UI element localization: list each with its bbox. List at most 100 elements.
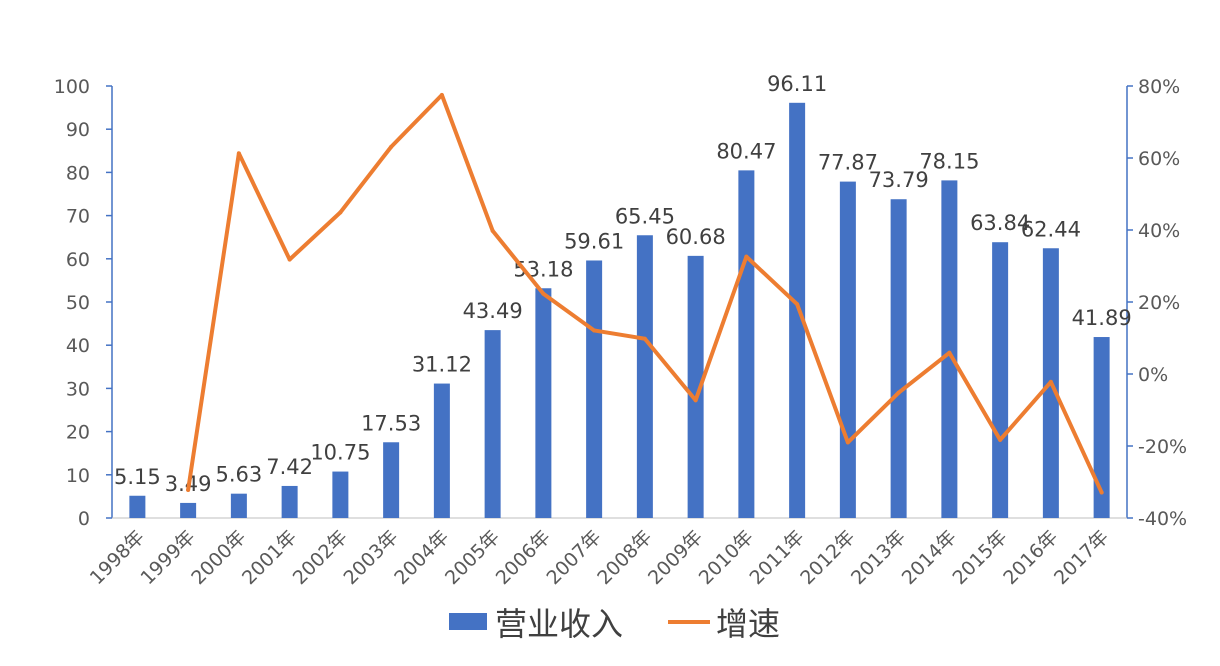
category-label: 2005年 (441, 526, 504, 589)
category-label: 2002年 (289, 526, 352, 589)
revenue-bar (383, 442, 400, 518)
revenue-value-label: 63.84 (970, 211, 1030, 235)
legend-label-revenue: 营业收入 (495, 605, 623, 643)
revenue-value-label: 65.45 (615, 204, 675, 228)
right-tick-label: 20% (1138, 292, 1180, 314)
growth-line-layer (186, 93, 1104, 495)
revenue-bar (839, 181, 856, 518)
category-label: 2008年 (593, 526, 656, 589)
right-axis-ticks: -40% -20% 0% 20% 40% 60% 80% (1127, 76, 1187, 530)
revenue-value-label: 73.79 (869, 168, 929, 192)
revenue-value-label: 77.87 (818, 151, 878, 175)
left-tick-label: 30 (66, 378, 90, 400)
revenue-bar (738, 170, 755, 518)
growth-point (744, 254, 749, 259)
revenue-bar (535, 288, 552, 518)
revenue-value-label: 7.42 (266, 455, 313, 479)
growth-point (236, 151, 241, 156)
category-label: 2010年 (695, 526, 758, 589)
revenue-value-label: 10.75 (310, 441, 370, 465)
revenue-value-label: 78.15 (919, 149, 979, 173)
revenue-value-label: 60.68 (666, 225, 726, 249)
left-tick-label: 90 (66, 119, 90, 141)
legend-label-growth: 增速 (716, 605, 780, 643)
revenue-bar (992, 242, 1009, 519)
left-tick-label: 0 (78, 508, 90, 530)
category-label: 2006年 (492, 526, 555, 589)
revenue-value-label: 43.49 (463, 299, 523, 323)
revenue-bar (941, 180, 958, 518)
revenue-value-label: 5.63 (215, 463, 262, 487)
right-tick-label: -20% (1138, 436, 1187, 458)
growth-point (439, 93, 444, 97)
category-label: 2015年 (948, 526, 1011, 589)
revenue-bar (129, 495, 146, 518)
left-axis-ticks: 0 10 20 30 40 50 60 70 80 90 100 (54, 76, 112, 530)
revenue-bar (180, 502, 197, 518)
revenue-value-label: 17.53 (361, 411, 421, 435)
revenue-bar (433, 383, 450, 518)
left-tick-label: 60 (66, 249, 90, 271)
revenue-bar (890, 199, 907, 518)
growth-point (186, 487, 191, 492)
revenue-value-label: 41.89 (1072, 306, 1132, 330)
category-label: 1999年 (136, 526, 199, 589)
growth-point (287, 257, 292, 262)
category-label: 1998年 (86, 526, 149, 589)
revenue-bar (586, 260, 603, 518)
bar-value-labels: 5.15 3.49 5.63 7.4210.7517.5331.1243.4953.1… (114, 72, 1132, 496)
growth-point (592, 328, 597, 333)
left-tick-label: 50 (66, 292, 90, 314)
growth-point (541, 291, 546, 296)
growth-point (845, 440, 850, 445)
left-tick-label: 20 (66, 422, 90, 444)
legend-swatch-revenue (449, 613, 487, 630)
legend: 营业收入 增速 (449, 605, 780, 643)
revenue-value-label: 5.15 (114, 465, 161, 489)
revenue-value-label: 96.11 (767, 72, 827, 96)
right-tick-label: 80% (1138, 76, 1180, 98)
growth-point (642, 336, 647, 341)
growth-point (998, 437, 1003, 442)
category-label: 2000年 (187, 526, 250, 589)
left-tick-label: 100 (54, 76, 90, 98)
category-label: 2016年 (999, 526, 1062, 589)
revenue-value-label: 59.61 (564, 229, 624, 253)
left-tick-label: 10 (66, 465, 90, 487)
revenue-bar (332, 471, 349, 518)
revenue-bar (1093, 337, 1110, 518)
category-label: 2009年 (644, 526, 707, 589)
category-label: 2001年 (238, 526, 301, 589)
revenue-value-label: 80.47 (716, 139, 776, 163)
right-tick-label: 60% (1138, 148, 1180, 170)
growth-point (795, 302, 800, 307)
bars (129, 102, 1110, 519)
category-label: 2017年 (1050, 526, 1113, 589)
right-tick-label: 0% (1138, 364, 1168, 386)
left-tick-label: 70 (66, 206, 90, 228)
left-tick-label: 80 (66, 162, 90, 184)
category-label: 2004年 (390, 526, 453, 589)
growth-point (1048, 379, 1053, 384)
growth-point (389, 144, 394, 149)
category-label: 2013年 (847, 526, 910, 589)
right-tick-label: 40% (1138, 220, 1180, 242)
category-labels: 1998年1999年2000年2001年2002年2003年2004年2005年… (86, 526, 1113, 589)
revenue-bar (484, 330, 501, 518)
revenue-value-label: 31.12 (412, 353, 472, 377)
revenue-value-label: 62.44 (1021, 217, 1081, 241)
growth-point (338, 210, 343, 215)
growth-point (1099, 490, 1104, 495)
category-label: 2003年 (339, 526, 402, 589)
revenue-bar (636, 235, 653, 519)
category-label: 2014年 (898, 526, 961, 589)
growth-point (896, 390, 901, 395)
growth-point (693, 398, 698, 403)
revenue-bar (281, 485, 298, 518)
category-label: 2012年 (796, 526, 859, 589)
revenue-bar (230, 493, 247, 518)
revenue-bar (687, 255, 704, 518)
category-label: 2011年 (745, 526, 808, 589)
revenue-bar (789, 102, 806, 518)
growth-point (490, 228, 495, 233)
